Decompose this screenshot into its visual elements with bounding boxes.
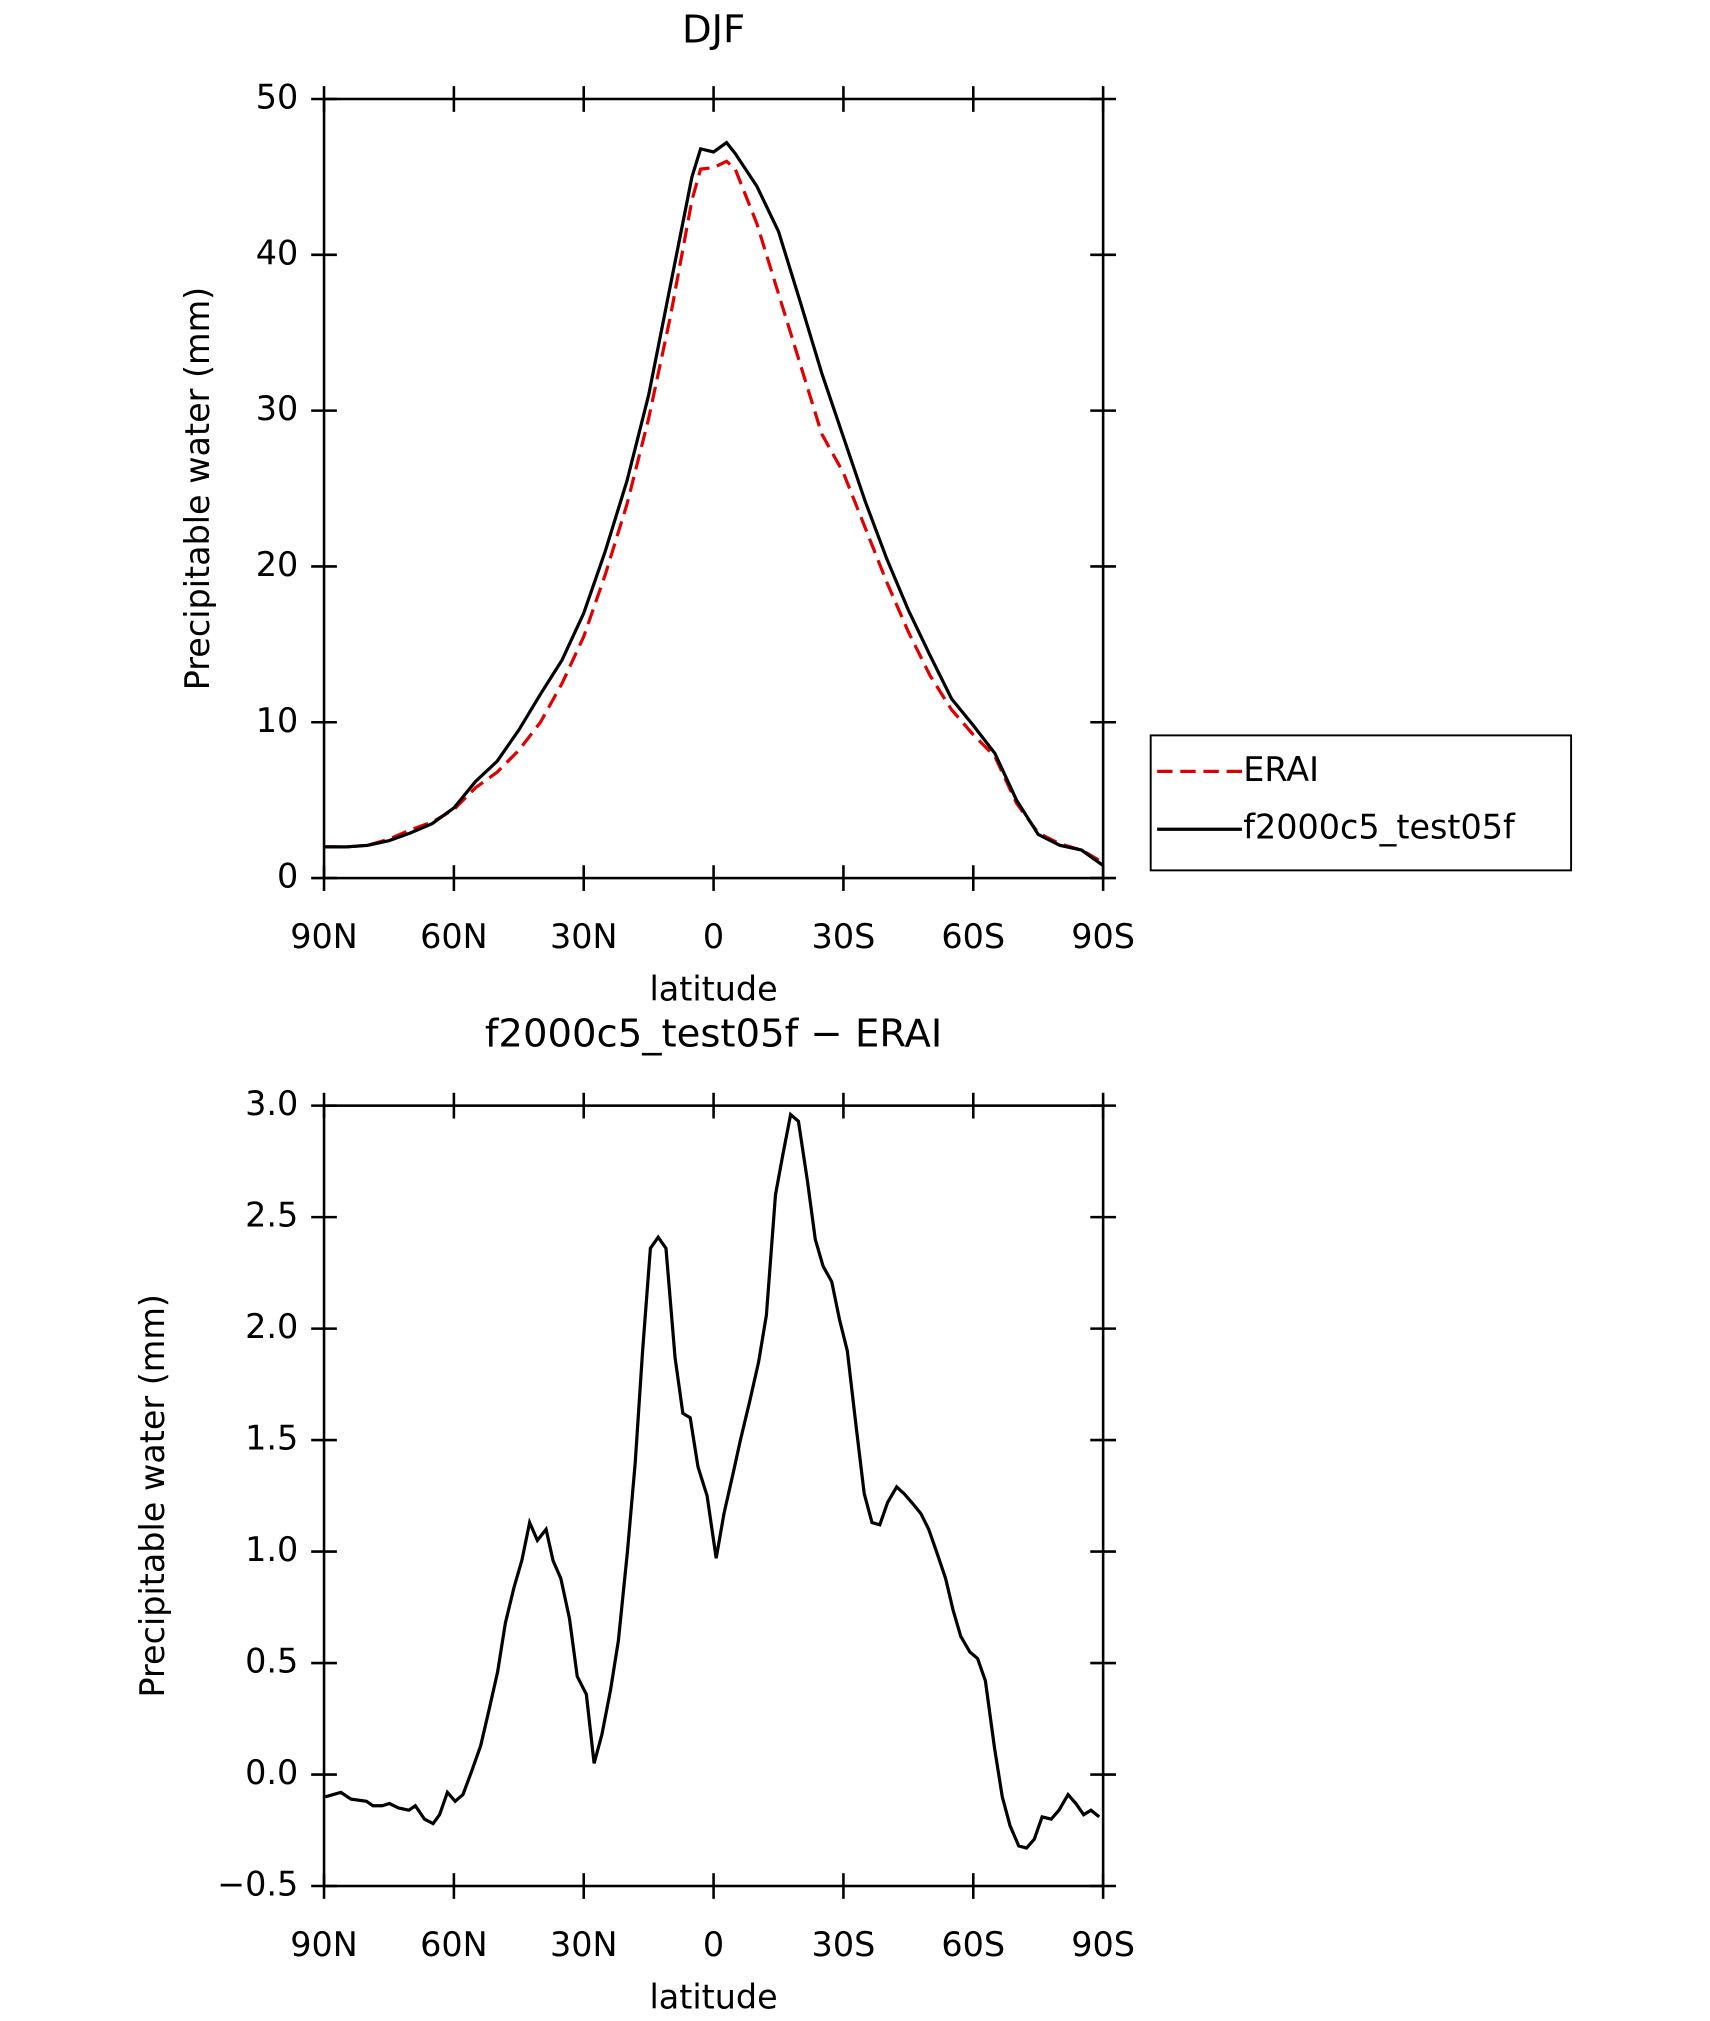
chart-title: DJF — [682, 8, 745, 53]
x-tick-label: 60N — [420, 917, 488, 956]
data-line — [324, 159, 1104, 864]
x-tick-label: 0 — [703, 1925, 724, 1964]
y-axis-label: Precipitable water (mm) — [178, 287, 217, 690]
panel: DJF latitude Precipitable water (mm) 0 10 20 3… — [178, 8, 1573, 1009]
legend-frame — [1149, 734, 1573, 872]
x-tick-label: 90S — [1071, 1925, 1135, 1964]
x-tick-label: 60S — [941, 1925, 1005, 1964]
panel: f2000c5_test05f − ERAI latitude Precipitab… — [133, 1012, 1135, 2017]
y-axis-label: Precipitable water (mm) — [133, 1294, 172, 1697]
y-tick-label: −0.5 — [217, 1865, 298, 1904]
y-tick-label: 2.5 — [245, 1196, 298, 1235]
x-tick-label: 60N — [420, 1925, 488, 1964]
x-tick-label: 90N — [290, 917, 358, 956]
x-tick-label: 90S — [1071, 917, 1135, 956]
x-tick-label: 90N — [290, 1925, 358, 1964]
x-tick-label: 0 — [703, 917, 724, 956]
x-axis-label: latitude — [649, 970, 777, 1009]
y-tick-label: 40 — [256, 233, 299, 272]
data-line — [324, 1111, 1101, 1850]
y-tick-label: 0 — [277, 857, 298, 896]
y-tick-label: 10 — [256, 701, 299, 740]
y-tick-label: 30 — [256, 389, 299, 428]
y-tick-label: 20 — [256, 545, 299, 584]
legend: ERAI f2000c5_test05f — [1149, 734, 1573, 872]
y-tick-label: 0.5 — [245, 1642, 298, 1681]
y-tick-label: 50 — [256, 77, 299, 116]
x-axis-label: latitude — [649, 1978, 777, 2017]
y-tick-label: 1.5 — [245, 1419, 298, 1458]
y-tick-label: 2.0 — [245, 1307, 298, 1346]
plot-frame — [322, 1104, 1105, 1888]
y-tick-label: 1.0 — [245, 1530, 298, 1569]
y-tick-label: 0.0 — [245, 1753, 298, 1792]
plot-frame — [322, 97, 1105, 880]
x-tick-label: 30N — [550, 917, 618, 956]
data-line — [324, 140, 1105, 867]
x-tick-label: 30S — [812, 1925, 876, 1964]
x-tick-label: 60S — [941, 917, 1005, 956]
x-tick-label: 30S — [812, 917, 876, 956]
x-tick-label: 30N — [550, 1925, 618, 1964]
legend-label: ERAI — [1243, 750, 1319, 789]
y-tick-label: 3.0 — [245, 1084, 298, 1123]
legend-label: f2000c5_test05f — [1243, 808, 1516, 847]
chart-title: f2000c5_test05f − ERAI — [485, 1012, 942, 1057]
